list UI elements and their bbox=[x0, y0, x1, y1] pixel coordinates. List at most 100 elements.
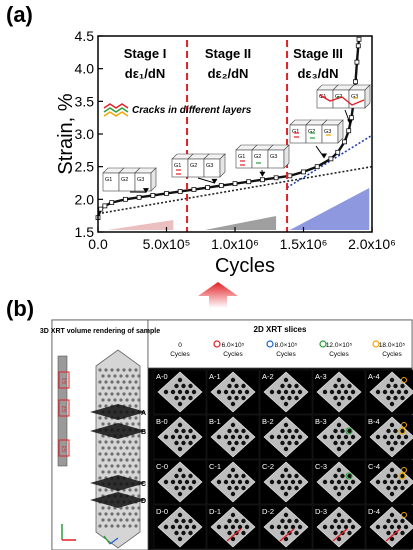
panel-a-letter: (a) bbox=[6, 2, 33, 27]
stage-rate: dε₁/dN bbox=[125, 66, 165, 81]
slice-plane bbox=[90, 492, 146, 508]
strain-point bbox=[335, 149, 341, 155]
stage-two-wedge bbox=[204, 216, 277, 230]
strain-point bbox=[232, 181, 238, 187]
y-tick-label: 3.5 bbox=[75, 93, 95, 109]
cycle-value: 0 bbox=[178, 342, 182, 349]
xrt-slice-tile: B-3 bbox=[312, 414, 366, 460]
layer-box bbox=[58, 439, 70, 457]
xrt-panel: 3D XRT volume rendering of sample 2D XRT … bbox=[40, 319, 413, 550]
slice-label: B-1 bbox=[209, 417, 221, 426]
crack-circle-icon bbox=[345, 472, 353, 480]
slice-label: B-2 bbox=[262, 417, 274, 426]
strain-point bbox=[98, 206, 104, 212]
fit-line-stage-three bbox=[286, 134, 373, 189]
crack-legend-icon bbox=[103, 111, 129, 117]
strain-point bbox=[328, 156, 334, 162]
slice-label: A-2 bbox=[262, 372, 274, 381]
grain-schematic-3: G1 G2 G3 bbox=[289, 119, 344, 144]
grain-label: G1 bbox=[292, 129, 299, 135]
arrow-head-icon bbox=[259, 171, 266, 177]
crack-circle-icon bbox=[398, 472, 406, 480]
grain-label: G2 bbox=[121, 177, 128, 183]
grain-label: G3 bbox=[351, 94, 358, 100]
cycle-marker-icon bbox=[319, 340, 327, 348]
y-tick-label: 3.0 bbox=[75, 126, 95, 142]
stage-title: Stage II bbox=[205, 46, 251, 61]
cycle-value: 6.0×10⁵ bbox=[222, 342, 245, 349]
xrt-slice-tile: D-0 bbox=[153, 504, 207, 550]
crack-legend-icon bbox=[103, 107, 129, 113]
crack-legend-text: Cracks in different layers bbox=[132, 105, 252, 116]
grain-label: G3 bbox=[206, 163, 213, 169]
strain-point bbox=[346, 128, 352, 134]
crack-circle-icon bbox=[345, 427, 353, 435]
xrt-slice-tile: B-2 bbox=[259, 414, 313, 460]
crack-trace bbox=[226, 528, 242, 542]
slice-label: D-1 bbox=[209, 507, 221, 516]
crack-trace bbox=[332, 528, 348, 542]
stage-rate: dε₃/dN bbox=[297, 66, 338, 81]
x-tick-label: 5.0x10⁵ bbox=[143, 236, 191, 252]
grain-schematic-1: G1 G2 G3 bbox=[171, 153, 226, 178]
y-tick-label: 2.0 bbox=[75, 191, 95, 207]
strain-point bbox=[259, 177, 265, 183]
xrt-slice-tile: C-1 bbox=[206, 459, 260, 505]
cycle-unit: Cycles bbox=[329, 351, 349, 358]
layer-label: G3 bbox=[62, 445, 68, 452]
grain-schematic-2: G1 G2 G3 bbox=[235, 144, 290, 169]
xrt-slice-tile: D-2 bbox=[259, 504, 313, 550]
xrt-slice-tile: B-0 bbox=[153, 414, 207, 460]
slice-label: A-0 bbox=[156, 372, 168, 381]
slice-label: D-0 bbox=[156, 507, 168, 516]
xrt-slice-tile: C-3 bbox=[312, 459, 366, 505]
slice-plane bbox=[90, 404, 146, 420]
x-tick-label: 2.0x10⁶ bbox=[348, 236, 396, 252]
crack-circle-icon bbox=[401, 422, 407, 428]
crack-legend: Cracks in different layers bbox=[103, 103, 252, 117]
left-header: 3D XRT volume rendering of sample bbox=[40, 328, 160, 335]
cycle-marker-icon bbox=[266, 340, 274, 348]
cycle-marker-icon bbox=[372, 340, 380, 348]
stage-three-wedge bbox=[289, 188, 370, 230]
grain-label: G1 bbox=[174, 163, 181, 169]
slice-label: C-3 bbox=[315, 462, 327, 471]
strain-point bbox=[109, 200, 115, 206]
y-tick-label: 4.5 bbox=[75, 28, 95, 44]
strain-point bbox=[356, 36, 362, 42]
strain-cycles-chart: 1.5 2.0 2.5 3.0 3.5 4.0 4.5 0.0 5.0x10⁵ 1.0x10⁶ 1.… bbox=[55, 28, 396, 277]
sample-rod bbox=[57, 355, 68, 467]
slice-plane bbox=[90, 423, 146, 439]
xrt-slice-tile: B-4 bbox=[365, 414, 413, 460]
strain-point bbox=[177, 189, 183, 194]
strain-point bbox=[164, 191, 169, 196]
cycle-unit: Cycles bbox=[170, 351, 190, 358]
slice-label: C-1 bbox=[209, 462, 221, 471]
crack-legend-icon bbox=[103, 103, 129, 109]
strain-point bbox=[301, 169, 306, 175]
slice-label: A-1 bbox=[209, 372, 221, 381]
stage-rate: dε₂/dN bbox=[208, 66, 249, 81]
y-axis-label: Strain, % bbox=[55, 93, 77, 174]
grain-label: G2 bbox=[308, 129, 315, 135]
cycle-value: 12.0×10⁵ bbox=[326, 342, 353, 349]
grain-label: G1 bbox=[105, 177, 112, 183]
right-header: 2D XRT slices bbox=[254, 325, 307, 334]
strain-point bbox=[273, 175, 279, 181]
up-arrow-icon bbox=[198, 282, 238, 308]
strain-point bbox=[205, 185, 211, 190]
slice-label: A-4 bbox=[368, 372, 380, 381]
panel-b-letter: (b) bbox=[6, 296, 35, 321]
xrt-slice-tile: A-4 bbox=[365, 369, 413, 415]
cycle-unit: Cycles bbox=[382, 351, 402, 358]
slice-label: D-4 bbox=[368, 507, 380, 516]
y-tick-label: 1.5 bbox=[75, 224, 95, 240]
layer-label: G1 bbox=[62, 377, 68, 384]
stage-title: Stage III bbox=[293, 46, 343, 61]
axis-triad-icon bbox=[103, 535, 111, 545]
slice-plane bbox=[90, 475, 146, 491]
grain-label: G3 bbox=[137, 177, 144, 183]
grain-label: G2 bbox=[190, 163, 197, 169]
grain-label: G2 bbox=[254, 154, 261, 160]
pointer-arrow bbox=[197, 177, 215, 184]
